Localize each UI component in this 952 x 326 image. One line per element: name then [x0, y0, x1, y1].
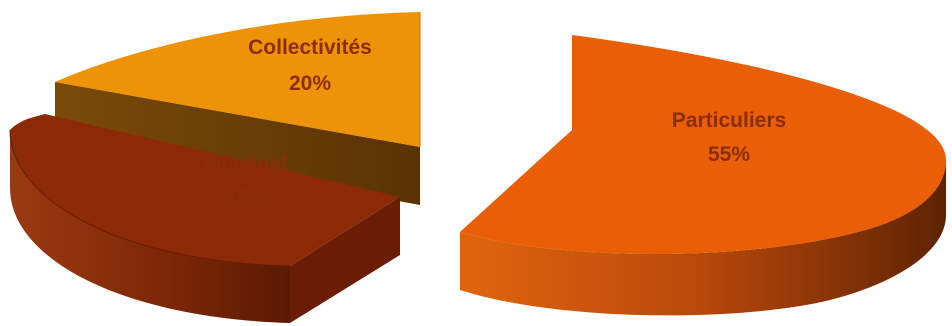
value-mecenat: 25% — [225, 187, 267, 210]
value-particuliers: 55% — [708, 143, 750, 166]
slice-particuliers-top — [460, 35, 946, 254]
value-collectivites: 20% — [289, 72, 331, 95]
label-collectivites: Collectivités — [248, 36, 372, 59]
slice-particuliers — [460, 35, 946, 315]
label-particuliers: Particuliers — [672, 109, 786, 132]
label-mecenat: Mécénat — [204, 152, 288, 175]
